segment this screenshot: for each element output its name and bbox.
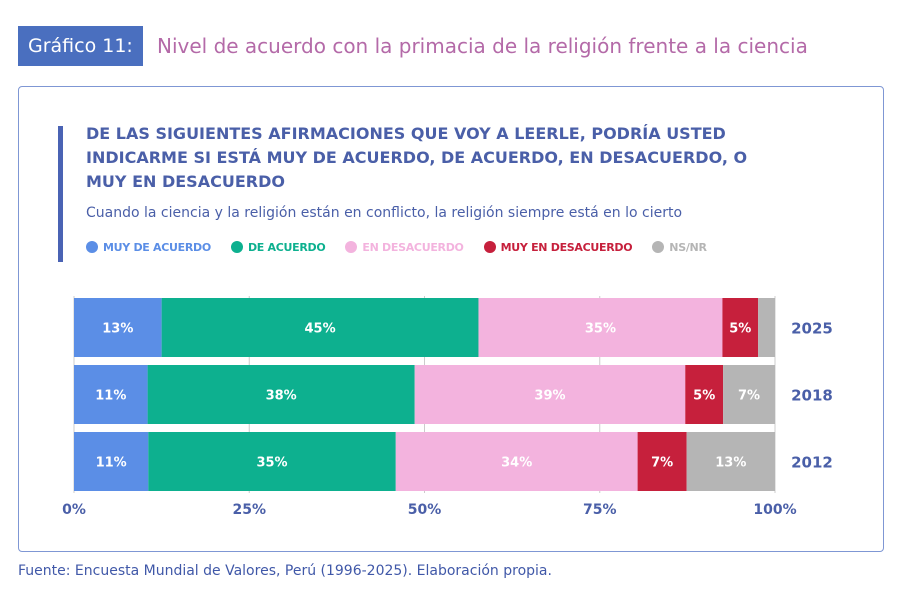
question-accent-bar: [58, 126, 63, 262]
source-note: Fuente: Encuesta Mundial de Valores, Per…: [18, 563, 552, 579]
category-label: 2018: [791, 387, 833, 405]
chart-number-badge: Gráfico 11:: [18, 26, 143, 66]
x-tick-label: 100%: [753, 502, 796, 518]
legend-item: MUY EN DESACUERDO: [483, 240, 633, 254]
bar-segment: [758, 298, 775, 357]
data-label: 34%: [501, 456, 532, 471]
data-label: 11%: [96, 456, 127, 471]
category-label: 2012: [791, 454, 833, 472]
bar-segment: [478, 298, 723, 357]
legend-label: DE ACUERDO: [247, 240, 326, 254]
data-label: 35%: [256, 456, 287, 471]
bar-segment: [74, 432, 149, 491]
data-label: 5%: [729, 322, 751, 337]
bar-segment: [722, 298, 759, 357]
legend-item: MUY DE ACUERDO: [86, 241, 211, 254]
bar-segment: [637, 432, 687, 491]
x-tick-label: 50%: [408, 502, 442, 518]
legend-swatch: [483, 241, 496, 253]
data-label: 7%: [651, 456, 673, 471]
bar-segment: [74, 365, 148, 424]
bar-segment: [161, 298, 479, 357]
legend-swatch: [86, 241, 98, 253]
legend-item: DE ACUERDO: [230, 240, 326, 254]
legend-label: MUY EN DESACUERDO: [500, 240, 633, 254]
chart-heading: Nivel de acuerdo con la primacia de la r…: [157, 34, 808, 58]
survey-question: DE LAS SIGUIENTES AFIRMACIONES QUE VOY A…: [86, 124, 748, 191]
chart-frame: [18, 86, 884, 552]
x-tick-label: 0%: [62, 502, 86, 518]
chart-legend: MUY DE ACUERDO DE ACUERDO EN DESACUERDO MUY…: [86, 238, 727, 256]
bar-segment: [148, 432, 396, 491]
data-label: 35%: [585, 322, 616, 337]
data-label: 38%: [266, 389, 297, 404]
legend-label: MUY DE ACUERDO: [103, 240, 211, 254]
legend-swatch: [652, 241, 665, 253]
data-label: 11%: [95, 389, 126, 404]
category-label: 2025: [791, 320, 833, 338]
bar-segment: [414, 365, 686, 424]
x-tick-label: 75%: [583, 502, 617, 518]
bar-segment: [147, 365, 415, 424]
x-tick-label: 25%: [232, 502, 266, 518]
bar-segment: [685, 365, 724, 424]
chart-subtitle: Cuando la ciencia y la religión están en…: [86, 205, 683, 221]
bar-segment: [74, 298, 162, 357]
data-label: 5%: [693, 389, 715, 404]
legend-label: NS/NR: [669, 240, 707, 254]
bar-segment: [723, 365, 775, 424]
data-label: 13%: [715, 456, 746, 471]
bar-segment: [686, 432, 775, 491]
data-label: 45%: [304, 322, 335, 337]
legend-label: EN DESACUERDO: [362, 240, 464, 254]
data-label: 7%: [738, 389, 760, 404]
bar-segment: [395, 432, 638, 491]
legend-swatch: [345, 241, 358, 253]
legend-item: EN DESACUERDO: [345, 240, 464, 254]
data-label: 13%: [102, 322, 133, 337]
data-label: 39%: [534, 389, 565, 404]
legend-swatch: [230, 241, 243, 253]
legend-item: NS/NR: [652, 240, 707, 254]
